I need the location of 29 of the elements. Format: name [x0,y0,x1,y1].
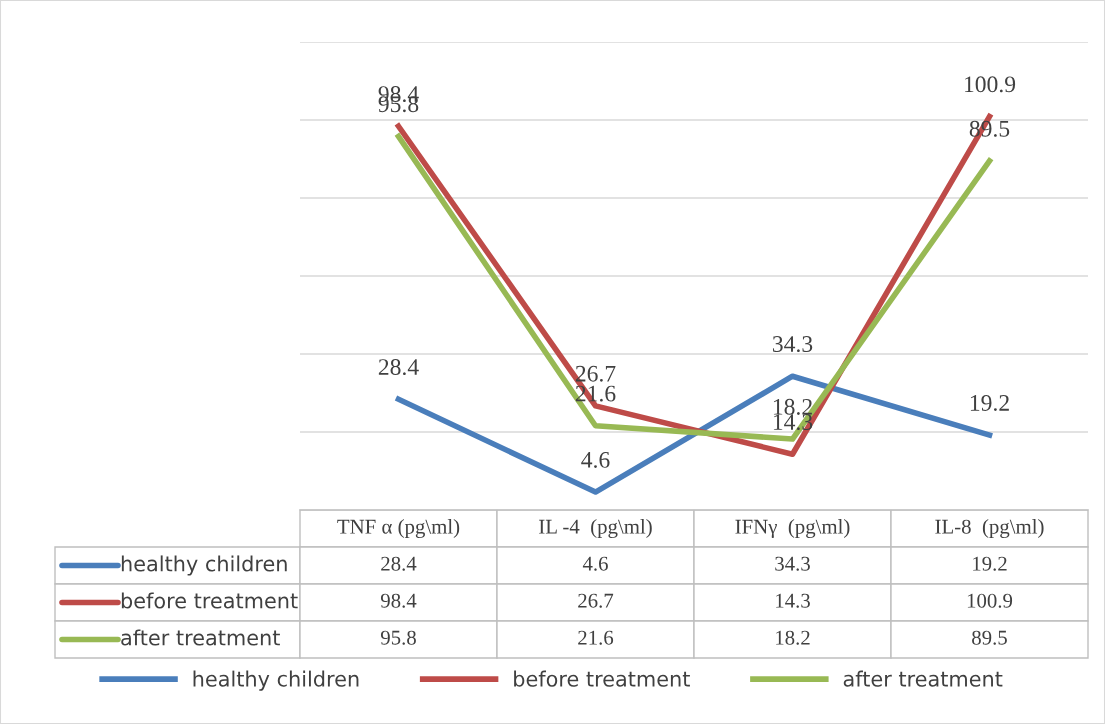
data-label: 28.4 [378,359,419,376]
text: 18.2 [776,630,810,645]
text: 14.3 [776,593,810,608]
text: after treatment [843,670,1003,687]
data-label: 19.2 [970,395,1009,411]
text: 21.6 [578,630,614,645]
text: 89.5 [972,630,1007,645]
text: 100.9 [967,593,1013,608]
x-tick-label: TNF α (pg\ml) [337,519,460,538]
data-label: 34.3 [772,336,813,353]
text: 19.2 [973,556,1007,571]
legend-label: after treatment [121,629,280,646]
legend-label: healthy children [121,555,287,576]
legend-label: before treatment [121,592,298,609]
data-label: 18.2 [773,398,812,415]
text: 98.4 [380,593,417,608]
text: 34.3 [775,556,810,571]
x-tick-label: IL-8 (pg\ml) [935,519,1044,538]
text: before treatment [514,670,690,687]
text: 28.4 [381,556,417,571]
x-tick-label: IFNγ (pg\ml) [735,519,850,538]
text: 4.6 [582,556,608,571]
data-label: 100.9 [965,76,1016,93]
text: 26.7 [578,593,614,608]
x-tick-label: IL -4 (pg\ml) [539,519,652,538]
text: 95.8 [380,630,416,645]
data-label: 4.6 [581,451,610,468]
data-label: 26.7 [575,365,616,382]
text: healthy children [193,670,359,691]
